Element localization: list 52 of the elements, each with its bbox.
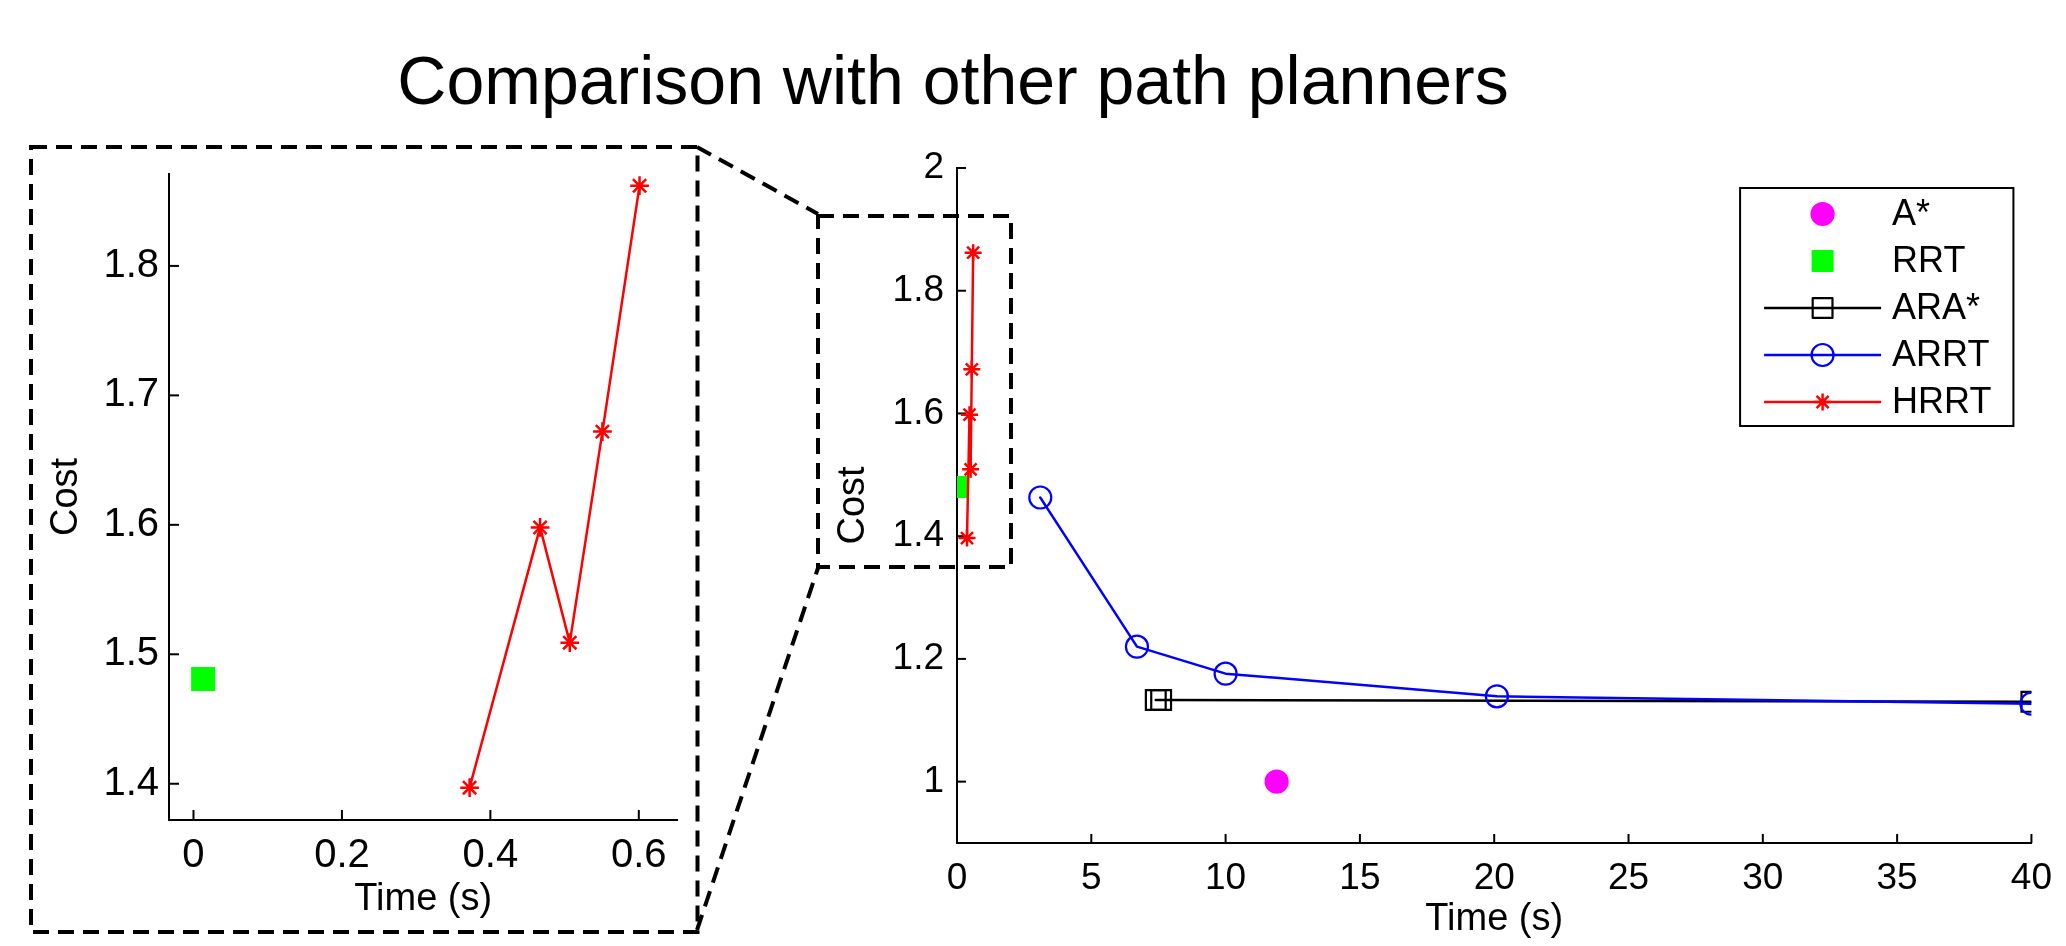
y-tick-label: 1.6 — [892, 390, 944, 432]
point — [529, 516, 551, 539]
y-tick-label: 1.6 — [103, 499, 159, 544]
y-tick-label: 1.5 — [103, 629, 159, 674]
x-tick-label: 15 — [1339, 856, 1381, 898]
x-tick-label: 25 — [1607, 856, 1650, 898]
legend-label: ARA* — [1892, 285, 1981, 327]
point — [1213, 661, 1238, 686]
legend-label: RRT — [1892, 238, 1966, 280]
y-tick-label: 1.8 — [892, 267, 944, 309]
point — [628, 175, 651, 197]
x-tick-label: 0.4 — [462, 831, 519, 876]
y-tick-label: 1 — [923, 758, 944, 800]
point — [1484, 684, 1509, 709]
y-axis-title: Cost — [830, 465, 873, 545]
y-axis-title: Cost — [43, 457, 86, 537]
x-axis-title: Time (s) — [354, 875, 493, 918]
y-tick-label: 2 — [923, 145, 944, 187]
legend-label: A* — [1892, 191, 1931, 233]
x-tick-label: 0.6 — [611, 831, 667, 876]
x-tick-label: 0 — [946, 856, 968, 898]
y-tick-label: 1.8 — [103, 240, 159, 285]
x-axis-title: Time (s) — [1425, 895, 1564, 938]
y-tick-label: 1.2 — [892, 636, 944, 678]
y-tick-label: 1.4 — [892, 513, 944, 555]
point — [1124, 634, 1150, 659]
x-tick-label: 10 — [1205, 856, 1247, 898]
y-tick-label: 1.4 — [103, 758, 159, 803]
point — [959, 404, 980, 425]
point — [1144, 689, 1167, 712]
x-tick-label: 0.2 — [314, 831, 370, 876]
point — [1028, 485, 1053, 510]
x-tick-label: 30 — [1742, 856, 1784, 898]
point — [1264, 769, 1289, 794]
x-tick-label: 5 — [1081, 856, 1102, 898]
point — [960, 459, 981, 480]
point — [957, 528, 977, 548]
point — [963, 242, 983, 263]
legend-label: ARRT — [1892, 332, 1990, 374]
point — [458, 777, 481, 799]
point — [191, 666, 216, 691]
y-tick-label: 1.7 — [103, 370, 159, 415]
point — [962, 359, 982, 380]
x-tick-label: 20 — [1473, 856, 1515, 898]
point — [1150, 689, 1173, 712]
legend-label: HRRT — [1892, 379, 1992, 421]
x-tick-label: 40 — [2010, 856, 2052, 898]
point — [591, 421, 614, 443]
x-tick-label: 35 — [1876, 856, 1918, 898]
x-tick-label: 0 — [182, 831, 205, 876]
point — [559, 632, 581, 654]
text: Comparison with other path planners — [396, 42, 1510, 118]
